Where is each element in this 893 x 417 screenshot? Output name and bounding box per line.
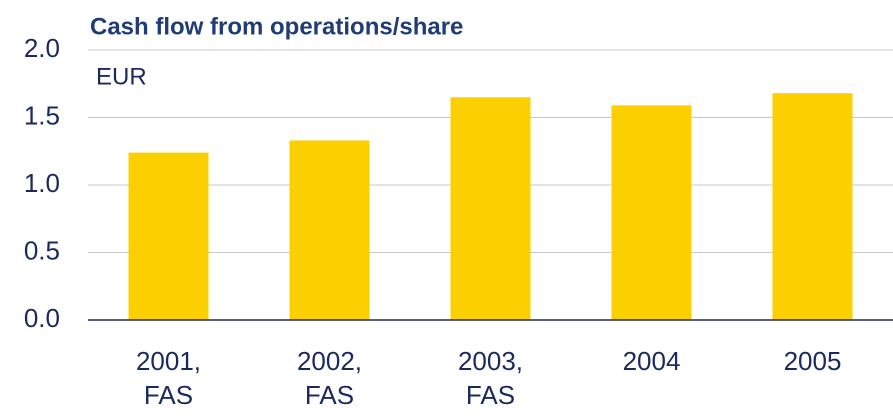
bar (772, 93, 853, 320)
x-tick-label: 2004 (622, 346, 681, 376)
x-tick-label: 2005 (783, 346, 842, 376)
bar (128, 152, 209, 320)
y-tick-label: 1.0 (24, 168, 60, 198)
x-tick-label: 2001, FAS (135, 346, 202, 410)
unit-label: EUR (96, 63, 147, 90)
bar (611, 105, 692, 320)
chart-title: Cash flow from operations/share (90, 13, 463, 40)
x-tick-label: 2002, FAS (296, 346, 363, 410)
y-tick-label: 2.0 (24, 33, 60, 63)
bar (450, 97, 531, 320)
bar (289, 140, 370, 320)
x-tick-label: 2003, FAS (457, 346, 524, 410)
y-tick-label: 0.5 (24, 235, 60, 265)
y-tick-label: 1.5 (24, 100, 60, 130)
y-tick-label: 0.0 (24, 303, 60, 333)
